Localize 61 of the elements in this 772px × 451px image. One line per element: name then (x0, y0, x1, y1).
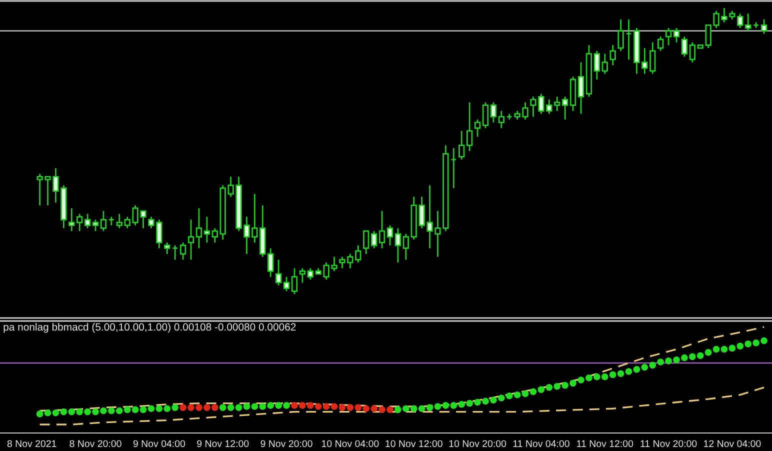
candlestick (378, 210, 386, 249)
candlestick (268, 248, 274, 278)
candlestick (482, 102, 489, 129)
candlestick (386, 224, 394, 246)
chart-title: pa nonlag bbmacd (5.00,10.00,1.00) 0.00108 -0.00080 0.00062 (4, 323, 296, 333)
candlestick (745, 13, 752, 32)
candlestick (458, 130, 465, 160)
candlestick (212, 228, 218, 244)
candlestick (92, 218, 99, 232)
x-tick-label: 11 Nov 20:00 (640, 440, 697, 448)
candlestick (188, 218, 194, 260)
x-tick-label: 9 Nov 04:00 (133, 440, 186, 448)
candlestick (180, 242, 186, 260)
candlestick (689, 42, 696, 64)
candlestick (370, 230, 378, 249)
candlestick (196, 208, 202, 249)
candlestick (554, 96, 560, 112)
candlestick (626, 18, 632, 60)
candlestick (394, 228, 402, 264)
candlestick (450, 147, 457, 189)
x-tick-label: 10 Nov 12:00 (386, 440, 442, 448)
candlestick (68, 208, 75, 232)
candlestick (578, 62, 584, 115)
candlestick (498, 110, 504, 129)
x-tick-label: 9 Nov 20:00 (260, 440, 312, 448)
candlestick (76, 213, 83, 232)
candlestick (610, 44, 616, 66)
x-tick-label: 8 Nov 20:00 (70, 440, 122, 448)
candlestick (402, 233, 409, 260)
candlestick (363, 230, 370, 255)
candlestick (760, 18, 768, 34)
candlestick (650, 42, 656, 74)
candlestick (594, 50, 600, 80)
x-tick-label: 10 Nov 20:00 (449, 440, 506, 448)
candlestick (116, 213, 122, 229)
candlestick (299, 268, 306, 284)
candlestick (681, 36, 688, 58)
candlestick (466, 102, 473, 152)
candlestick (172, 244, 178, 260)
candlestick (474, 118, 481, 138)
candlestick (275, 258, 282, 286)
candlestick (291, 268, 298, 295)
x-tick-label: 8 Nov 2021 (7, 440, 56, 448)
candlestick (204, 216, 210, 244)
candlestick (100, 210, 107, 232)
candlestick (562, 96, 568, 120)
candlestick (602, 53, 608, 74)
candlestick (665, 27, 672, 46)
candlestick (307, 268, 314, 280)
candlestick (283, 276, 290, 292)
candlestick (618, 18, 624, 52)
x-tick-label: 10 Nov 04:00 (322, 440, 379, 448)
candlestick (657, 36, 664, 52)
x-tick-label: 9 Nov 12:00 (197, 440, 249, 448)
x-tick-label: 11 Nov 12:00 (577, 440, 634, 448)
candlestick (490, 102, 497, 124)
candlestick (164, 242, 170, 255)
x-tick-label: 11 Nov 04:00 (513, 440, 570, 448)
candlestick (673, 27, 680, 44)
x-tick-label: 12 Nov 04:00 (704, 440, 761, 448)
candlestick (84, 213, 91, 229)
